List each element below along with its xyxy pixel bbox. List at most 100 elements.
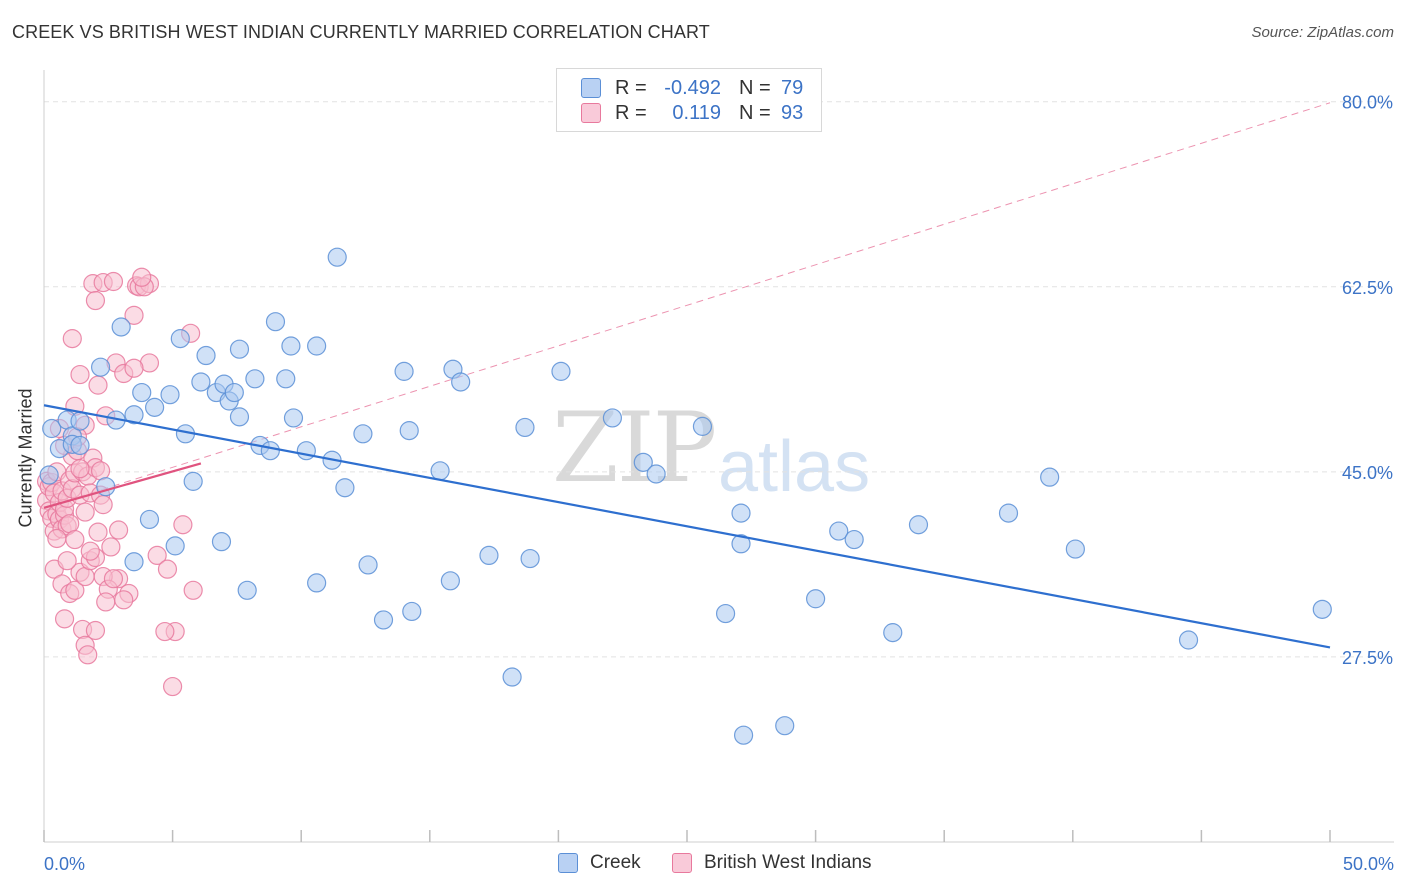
creek-point (132, 382, 152, 403)
bwi-swatch-icon (581, 103, 601, 123)
r-label: R = (615, 76, 647, 99)
creek-point (70, 411, 90, 431)
creek-point (394, 361, 414, 381)
bwi-point (108, 520, 129, 540)
bottom-legend-bwi: British West Indians (672, 851, 872, 875)
creek-point (229, 407, 250, 427)
creek-point (829, 521, 849, 541)
bwi-point (85, 620, 106, 641)
creek-point (283, 408, 304, 428)
creek-point (692, 416, 713, 436)
creek-point (296, 441, 316, 461)
creek-point (908, 515, 929, 535)
creek-point (144, 397, 165, 417)
bwi-point (90, 461, 111, 481)
creek-point (211, 532, 232, 552)
bwi-legend-swatch-icon (672, 853, 692, 873)
creek-point (844, 529, 864, 550)
bwi-point (70, 459, 90, 479)
source-note: Source: ZipAtlas.com (1251, 24, 1394, 41)
bwi-trendline-extended (43, 102, 1331, 509)
legend-row-bwi: R = 0.119 N = 93 (581, 101, 803, 125)
bwi-point (78, 645, 98, 665)
bwi-point (57, 551, 77, 571)
creek-point (265, 312, 286, 332)
bwi-point (103, 569, 124, 589)
creek-point (402, 601, 422, 622)
creek-point (646, 464, 666, 484)
bottom-legend-creek: Creek (558, 851, 641, 875)
bwi-point (85, 290, 106, 311)
bwi-point (70, 364, 90, 385)
creek-point (335, 478, 355, 498)
watermark-zip: ZIP (552, 392, 717, 504)
creek-point (90, 357, 111, 377)
creek-point (733, 725, 754, 745)
bwi-point (60, 514, 80, 534)
correlation-legend: R = -0.492 N = 79 R = 0.119 N = 93 (556, 68, 822, 132)
creek-point (602, 408, 623, 428)
creek-point (183, 471, 203, 491)
creek-point (883, 623, 903, 643)
creek-point (399, 421, 419, 441)
bwi-point (124, 305, 144, 325)
bwi-point (183, 580, 203, 600)
bwi-point (157, 559, 178, 579)
creek-point (551, 361, 571, 381)
creek-point (440, 571, 460, 591)
bwi-point (75, 502, 95, 522)
r-value: -0.492 (664, 76, 721, 99)
creek-point (170, 329, 190, 349)
creek-point (373, 610, 394, 630)
creek-point (520, 548, 540, 569)
y-tick-label: 80.0% (1342, 93, 1393, 113)
creek-point (353, 424, 373, 444)
creek-point (805, 589, 826, 609)
creek-point (191, 372, 211, 392)
bwi-point (103, 271, 124, 292)
bwi-trendline (43, 462, 202, 509)
bwi-point (65, 529, 85, 550)
chart-title: CREEK VS BRITISH WEST INDIAN CURRENTLY M… (12, 22, 710, 42)
creek-point (307, 336, 327, 356)
creek-point (998, 503, 1019, 523)
legend-row-creek: R = -0.492 N = 79 (581, 76, 803, 100)
creek-point (358, 555, 378, 575)
bwi-point (147, 545, 167, 566)
creek-point (165, 536, 185, 556)
creek-point (307, 573, 327, 593)
x-tick-label: 50.0% (1343, 854, 1394, 874)
bwi-point (101, 537, 121, 557)
creek-point (731, 534, 751, 554)
bwi-point (96, 592, 116, 612)
bwi-point (88, 522, 108, 542)
creek-point (245, 369, 265, 389)
creek-point (1312, 599, 1332, 619)
creek-point (731, 503, 751, 523)
creek-point (260, 441, 280, 461)
creek-point (502, 667, 522, 687)
creek-point (196, 345, 216, 366)
creek-point (633, 452, 653, 472)
bwi-point (93, 495, 113, 515)
creek-point (281, 336, 301, 356)
bwi-point (75, 566, 95, 587)
creek-legend-swatch-icon (558, 853, 578, 873)
creek-point (42, 418, 62, 439)
creek-point (1040, 467, 1060, 487)
creek-point (124, 552, 144, 572)
creek-point (775, 716, 795, 736)
bwi-point (88, 375, 108, 395)
bwi-point (65, 580, 85, 600)
creek-point (515, 417, 535, 438)
r-value: 0.119 (672, 101, 721, 124)
creek-point (111, 317, 131, 337)
bwi-point (62, 329, 82, 349)
creek-point (1065, 539, 1085, 559)
bwi-point (47, 528, 67, 549)
bwi-point (124, 358, 144, 378)
n-value: 93 (781, 101, 804, 124)
creek-point (139, 509, 160, 530)
creek-point (70, 435, 90, 456)
creek-point (124, 405, 144, 425)
